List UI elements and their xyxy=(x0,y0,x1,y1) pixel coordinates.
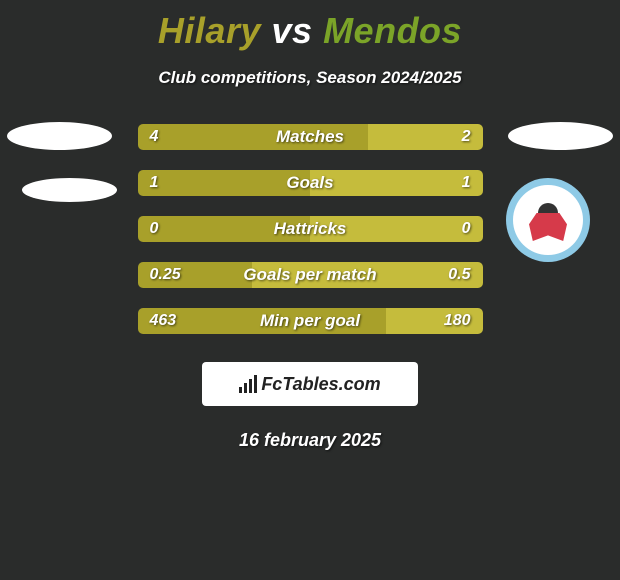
player2-club-badge xyxy=(506,178,590,262)
player1-badge-2 xyxy=(22,178,117,202)
logo-box: FcTables.com xyxy=(202,362,418,406)
player1-name: Hilary xyxy=(158,10,261,51)
stat-label: Min per goal xyxy=(260,311,360,331)
stat-label: Hattricks xyxy=(274,219,347,239)
stat-left-value: 463 xyxy=(150,312,177,330)
stat-left-value: 1 xyxy=(150,174,159,192)
stat-right-value: 2 xyxy=(462,128,471,146)
stat-label: Goals per match xyxy=(243,265,376,285)
stat-left-value: 0 xyxy=(150,220,159,238)
stat-bar-row: 0 0 Hattricks xyxy=(138,216,483,242)
stat-right-value: 1 xyxy=(462,174,471,192)
stat-right-value: 180 xyxy=(444,312,471,330)
club-badge-inner xyxy=(513,185,583,255)
stat-bar-row: 4 2 Matches xyxy=(138,124,483,150)
stat-bar-row: 463 180 Min per goal xyxy=(138,308,483,334)
stat-bar-row: 0.25 0.5 Goals per match xyxy=(138,262,483,288)
stat-bar-row: 1 1 Goals xyxy=(138,170,483,196)
logo-text: FcTables.com xyxy=(261,374,380,395)
stat-bar-left: 1 xyxy=(138,170,311,196)
player2-badge-1 xyxy=(508,122,613,150)
comparison-title: Hilary vs Mendos xyxy=(0,0,620,52)
stat-label: Matches xyxy=(276,127,344,147)
stat-left-value: 4 xyxy=(150,128,159,146)
player1-badge-1 xyxy=(7,122,112,150)
stat-left-value: 0.25 xyxy=(150,266,181,284)
player2-name: Mendos xyxy=(323,10,462,51)
stat-bar-right: 180 xyxy=(386,308,483,334)
stat-label: Goals xyxy=(286,173,333,193)
stat-right-value: 0 xyxy=(462,220,471,238)
stat-right-value: 0.5 xyxy=(448,266,470,284)
club-badge-shape-icon xyxy=(529,213,567,241)
stat-bar-right: 2 xyxy=(368,124,483,150)
date-text: 16 february 2025 xyxy=(0,430,620,451)
stat-bar-left: 0.25 xyxy=(138,262,253,288)
subtitle: Club competitions, Season 2024/2025 xyxy=(0,68,620,88)
bars-icon xyxy=(239,375,257,393)
stat-bar-right: 1 xyxy=(310,170,483,196)
vs-text: vs xyxy=(272,10,313,51)
